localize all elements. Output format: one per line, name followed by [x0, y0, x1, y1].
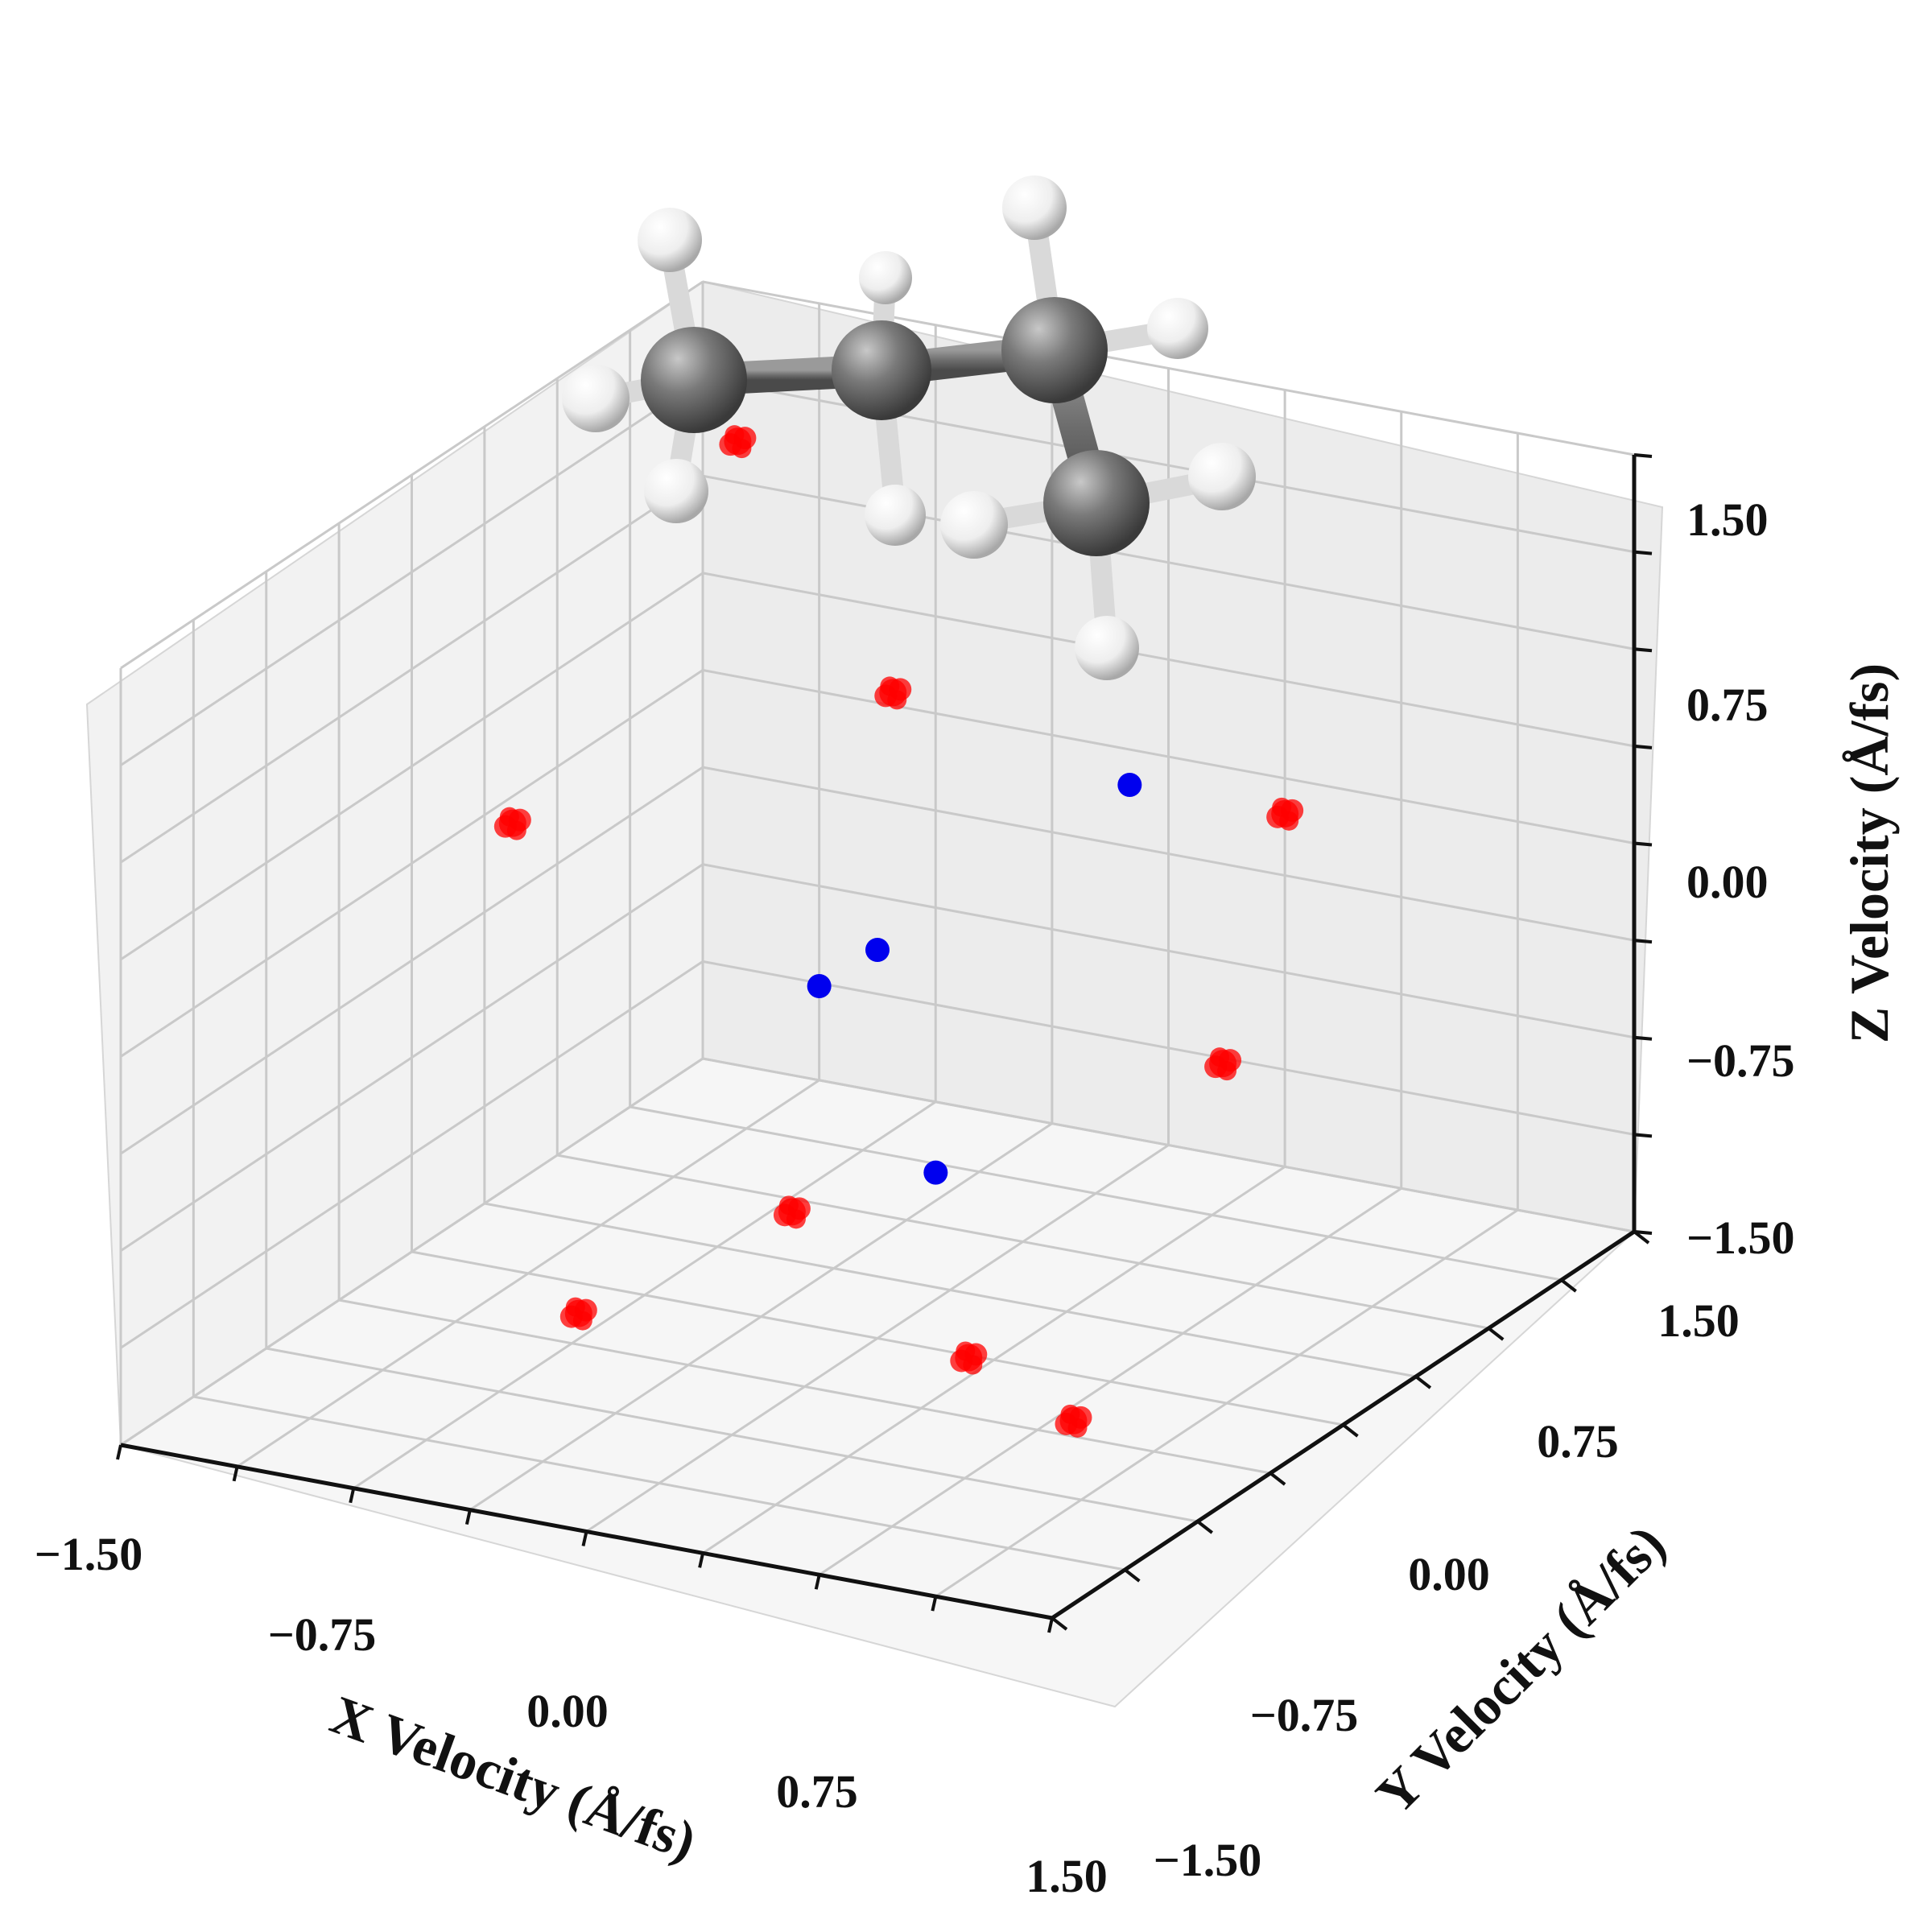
- hydrogen-atom: [1075, 616, 1139, 680]
- x-tick-mark: [116, 1444, 122, 1460]
- y-tick-label: −0.75: [1250, 1689, 1359, 1741]
- hydrogen-atom: [940, 491, 1008, 559]
- z-tick-mark: [1633, 550, 1653, 555]
- axis-lines: [116, 453, 1653, 1633]
- z-tick-label: 0.75: [1686, 679, 1769, 731]
- z-axis-title: Z Velocity (Å/fs): [1839, 663, 1900, 1043]
- left-wall-gridline: [120, 280, 704, 670]
- hydrogen-atom: [562, 365, 630, 432]
- hydrogen-atom: [1002, 175, 1067, 240]
- red-point-cluster: [493, 807, 531, 840]
- z-tick-mark: [1633, 1035, 1653, 1041]
- red-point-cluster: [1266, 797, 1304, 831]
- y-tick-label: 0.00: [1408, 1548, 1490, 1600]
- x-tick-mark: [931, 1596, 938, 1612]
- x-tick-mark: [349, 1488, 356, 1504]
- z-tick-mark: [1633, 939, 1653, 944]
- x-tick-mark: [581, 1531, 588, 1546]
- floor-gridline: [411, 1250, 1344, 1426]
- propane-ball-and-stick-icon: [562, 175, 1256, 680]
- x-tick-label: −0.75: [268, 1608, 377, 1661]
- right-wall-gridline: [702, 280, 1635, 456]
- y-tick-label: 0.75: [1537, 1415, 1619, 1468]
- blue-point: [865, 938, 890, 962]
- z-tick-label: −1.50: [1686, 1212, 1795, 1264]
- red-point-cluster: [874, 676, 912, 710]
- hydrogen-atom: [644, 459, 708, 523]
- y-tick-mark: [1342, 1423, 1359, 1438]
- red-point-cluster: [1204, 1047, 1242, 1081]
- x-tick-mark: [232, 1466, 239, 1482]
- floor-gridline: [193, 1395, 1125, 1571]
- y-tick-mark: [1633, 1230, 1650, 1245]
- red-point-cluster: [719, 425, 757, 459]
- x-tick-label: 0.00: [526, 1685, 609, 1737]
- x-axis-title: X Velocity (Å/fs): [323, 1683, 704, 1872]
- hydrogen-atom: [859, 251, 912, 304]
- left-wall-gridline: [120, 669, 704, 1058]
- z-tick-mark: [1633, 647, 1653, 653]
- right-wall-gridline: [702, 669, 1635, 844]
- red-point-cluster: [559, 1297, 597, 1331]
- y-tick-mark: [1196, 1520, 1213, 1534]
- blue-point: [807, 974, 832, 998]
- z-tick-labels: −1.50 −0.75 0.00 0.75 1.50: [1686, 493, 1795, 1264]
- red-point-cluster: [1055, 1404, 1092, 1438]
- y-tick-mark: [1488, 1327, 1505, 1341]
- z-tick-label: 0.00: [1686, 856, 1769, 908]
- x-tick-labels: −1.50 −0.75 0.00 0.75 1.50: [35, 1528, 1108, 1902]
- red-point-cluster: [773, 1195, 811, 1229]
- floor-gridline: [935, 1208, 1519, 1598]
- y-tick-labels: −1.50 −0.75 0.00 0.75 1.50: [1154, 1294, 1740, 1886]
- hydrogen-atom: [1147, 298, 1208, 359]
- hydrogen-atom: [1188, 443, 1256, 510]
- hydrogen-atom: [865, 485, 926, 546]
- z-tick-mark: [1633, 841, 1653, 847]
- blue-point: [1117, 773, 1142, 797]
- x-tick-label: 0.75: [776, 1765, 858, 1818]
- hydrogen-atom: [638, 208, 702, 272]
- z-tick-mark: [1633, 1133, 1653, 1138]
- y-tick-label: 1.50: [1657, 1294, 1740, 1347]
- carbon-atom: [1001, 297, 1108, 403]
- x-tick-mark: [464, 1509, 472, 1525]
- y-tick-mark: [1560, 1278, 1577, 1293]
- z-tick-mark: [1633, 453, 1653, 458]
- x-tick-label: 1.50: [1026, 1850, 1108, 1902]
- y-tick-mark: [1414, 1375, 1432, 1389]
- blue-point: [923, 1160, 948, 1185]
- right-wall-gridline: [702, 572, 1635, 748]
- z-tick-label: 1.50: [1686, 493, 1769, 546]
- y-tick-mark: [1124, 1568, 1141, 1583]
- left-wall-gridline: [120, 572, 704, 961]
- left-wall-gridline: [120, 475, 704, 864]
- carbon-atom: [1043, 450, 1150, 556]
- floor-gridline: [818, 1187, 1402, 1576]
- carbon-atom: [832, 320, 931, 420]
- x-tick-label: −1.50: [35, 1528, 143, 1580]
- y-tick-mark: [1269, 1472, 1286, 1486]
- red-point-cluster: [950, 1341, 988, 1375]
- x-tick-mark: [698, 1552, 705, 1568]
- x-tick-mark: [1047, 1617, 1054, 1633]
- x-tick-mark: [814, 1574, 821, 1590]
- left-wall-gridline: [120, 378, 704, 766]
- carbon-atom: [641, 327, 747, 433]
- floor-gridline: [702, 1166, 1286, 1554]
- y-tick-mark: [1051, 1616, 1068, 1631]
- z-tick-label: −0.75: [1686, 1034, 1795, 1087]
- floor-gridline: [338, 1298, 1271, 1475]
- z-tick-mark: [1633, 744, 1653, 749]
- right-wall-gridline: [702, 474, 1635, 650]
- floor-gridline: [266, 1347, 1199, 1523]
- y-tick-label: −1.50: [1154, 1834, 1262, 1886]
